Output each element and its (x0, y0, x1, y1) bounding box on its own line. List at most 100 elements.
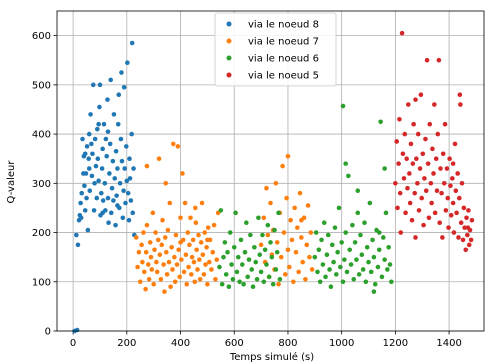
data-point (319, 237, 324, 243)
data-point (213, 277, 218, 282)
data-point (198, 240, 204, 245)
data-point (85, 227, 91, 233)
data-point (143, 286, 148, 292)
data-point (264, 262, 269, 267)
data-point (240, 262, 245, 267)
data-point (407, 200, 413, 206)
data-point (101, 121, 107, 127)
data-point (91, 208, 97, 213)
data-point (268, 240, 273, 245)
data-point (332, 225, 338, 230)
data-point (156, 156, 162, 161)
data-point (100, 210, 105, 216)
data-point (356, 272, 362, 277)
data-point (419, 195, 424, 201)
data-point (456, 195, 462, 201)
data-point (395, 205, 400, 211)
data-point (111, 198, 116, 203)
data-point (205, 281, 210, 287)
data-point (105, 129, 111, 134)
data-point (120, 215, 126, 221)
data-point (355, 210, 361, 216)
data-point (172, 254, 177, 260)
y-ticks: 0 100 200 300 400 500 600 (32, 31, 57, 338)
data-point (162, 235, 168, 240)
data-point (202, 230, 208, 235)
data-point (209, 267, 214, 272)
data-point (288, 217, 293, 223)
x-tick-label: 1200 (383, 338, 408, 349)
data-point (128, 198, 134, 203)
data-point (273, 181, 279, 186)
data-point (75, 242, 81, 248)
data-point (99, 166, 105, 171)
data-point (434, 188, 440, 193)
data-point (448, 213, 454, 218)
data-point (252, 245, 257, 250)
data-point (343, 161, 348, 166)
data-point (456, 235, 461, 240)
data-point (177, 274, 183, 280)
data-point (115, 203, 120, 208)
series-3 (217, 103, 394, 294)
data-point (129, 131, 134, 137)
data-point (380, 235, 386, 240)
data-point (409, 217, 415, 223)
data-point (387, 262, 393, 267)
data-point (423, 136, 428, 142)
data-point (457, 92, 463, 97)
data-point (376, 247, 382, 253)
data-point (415, 131, 421, 137)
data-point (462, 225, 467, 230)
data-point (206, 259, 212, 265)
data-point (154, 259, 159, 265)
data-point (405, 102, 411, 107)
data-point (222, 240, 228, 245)
data-point (141, 230, 146, 235)
data-point (100, 146, 105, 152)
data-point (343, 230, 348, 235)
data-point (199, 200, 205, 206)
data-point (312, 254, 318, 260)
data-point (159, 242, 165, 248)
data-point (389, 279, 394, 285)
data-point (441, 181, 447, 186)
data-point (385, 267, 390, 272)
data-point (249, 267, 255, 272)
data-point (358, 232, 363, 238)
data-point (340, 103, 346, 109)
data-point (189, 254, 195, 260)
y-tick-label: 200 (32, 228, 51, 239)
data-point (84, 195, 89, 201)
data-point (399, 30, 405, 36)
data-points (72, 30, 475, 334)
data-point (136, 249, 142, 255)
data-point (181, 269, 187, 275)
data-point (403, 210, 408, 216)
legend-label: via le noeud 8 (248, 20, 319, 31)
data-point (370, 237, 375, 243)
y-axis-title: Q-valeur (6, 160, 17, 204)
data-point (336, 205, 342, 211)
data-point (78, 215, 84, 221)
data-point (321, 220, 327, 225)
data-point (426, 215, 432, 221)
data-point (371, 289, 377, 294)
data-point (436, 57, 442, 63)
data-point (368, 269, 374, 275)
data-point (432, 102, 437, 107)
data-point (437, 220, 442, 225)
data-point (124, 178, 130, 184)
data-point (195, 267, 200, 272)
data-point (248, 232, 253, 238)
data-point (254, 277, 260, 282)
data-point (170, 141, 176, 147)
data-point (450, 161, 456, 166)
data-point (452, 141, 458, 147)
data-point (86, 156, 91, 161)
data-point (376, 230, 382, 235)
data-point (225, 249, 230, 255)
data-point (405, 185, 410, 191)
data-point (148, 254, 154, 260)
